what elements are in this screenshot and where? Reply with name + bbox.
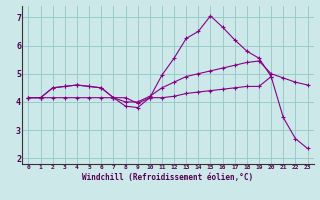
X-axis label: Windchill (Refroidissement éolien,°C): Windchill (Refroidissement éolien,°C)	[83, 173, 253, 182]
